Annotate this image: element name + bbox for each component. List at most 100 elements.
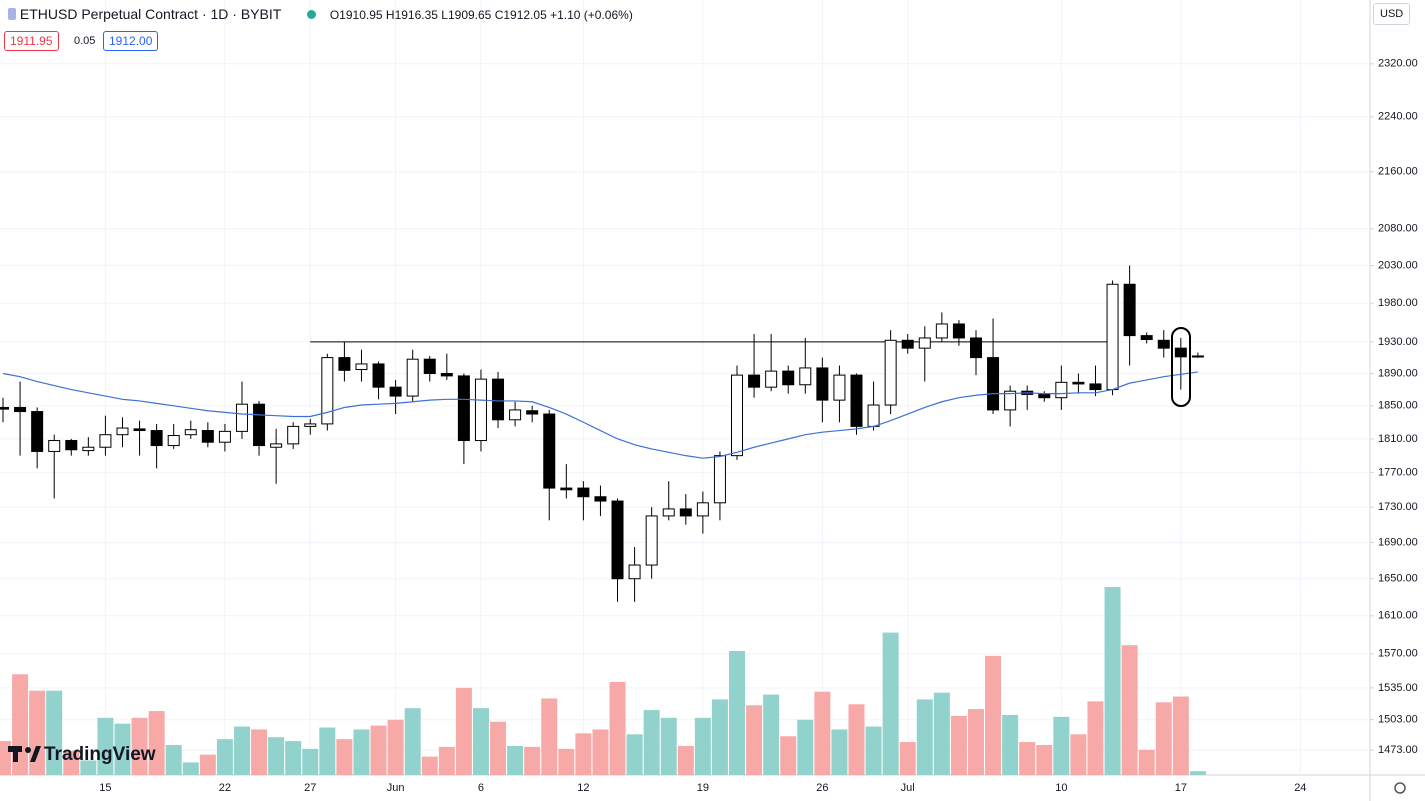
candle-body bbox=[287, 425, 300, 445]
candle-body bbox=[1089, 383, 1102, 391]
candle-body bbox=[235, 403, 248, 432]
y-tick-label: 1503.00 bbox=[1378, 714, 1418, 726]
candle-body bbox=[321, 357, 334, 425]
y-tick-label: 1570.00 bbox=[1378, 648, 1418, 660]
volume-bar bbox=[455, 687, 472, 775]
candle-body bbox=[116, 427, 129, 436]
x-tick-label: 17 bbox=[1175, 782, 1187, 794]
volume-bar bbox=[763, 694, 780, 775]
volume-bar bbox=[114, 723, 131, 775]
x-tick-label: 15 bbox=[99, 782, 111, 794]
volume-bar bbox=[592, 729, 609, 775]
candle-body bbox=[526, 410, 539, 415]
volume-bar bbox=[29, 690, 46, 775]
volume-bar bbox=[1002, 714, 1019, 775]
settings-icon[interactable] bbox=[1394, 782, 1406, 794]
candle-body bbox=[218, 430, 231, 443]
volume-bar bbox=[490, 721, 507, 775]
volume-bar bbox=[848, 704, 865, 775]
volume-bar bbox=[694, 717, 711, 775]
candle-body bbox=[679, 508, 692, 517]
volume-bar bbox=[916, 699, 933, 775]
currency-button[interactable]: USD bbox=[1373, 3, 1411, 25]
candle-body bbox=[901, 339, 914, 349]
candle-body bbox=[150, 430, 163, 447]
volume-bar bbox=[1087, 701, 1104, 775]
volume-bar bbox=[387, 719, 404, 775]
y-tick-label: 1980.00 bbox=[1378, 297, 1418, 309]
candle-body bbox=[952, 323, 965, 339]
volume-bar bbox=[370, 725, 387, 775]
candle-body bbox=[82, 446, 95, 452]
volume-bar bbox=[882, 632, 899, 775]
bid-button[interactable]: 1911.95 bbox=[4, 31, 59, 51]
volume-bar bbox=[131, 717, 148, 775]
volume-bar bbox=[1104, 587, 1121, 775]
candle-body bbox=[253, 403, 266, 447]
volume-bar bbox=[63, 750, 80, 775]
candle-layer bbox=[0, 265, 1204, 602]
candle-body bbox=[628, 564, 641, 580]
candle-body bbox=[65, 440, 78, 451]
grid bbox=[0, 0, 1370, 775]
volume-bar bbox=[985, 655, 1002, 775]
ohlc-open: O1910.95 bbox=[329, 8, 383, 22]
y-tick-label: 1890.00 bbox=[1378, 367, 1418, 379]
y-tick-label: 2320.00 bbox=[1378, 58, 1418, 70]
volume-bar bbox=[1053, 716, 1070, 775]
volume-bar bbox=[677, 745, 694, 775]
candle-body bbox=[731, 374, 744, 457]
volume-bar bbox=[97, 717, 114, 775]
candle-body bbox=[1055, 381, 1068, 399]
candle-body bbox=[99, 434, 112, 448]
volume-bar bbox=[319, 727, 336, 775]
y-tick-label: 1930.00 bbox=[1378, 336, 1418, 348]
volume-bar bbox=[660, 717, 677, 775]
symbol-header: ETHUSD Perpetual Contract · 1D · BYBIT O… bbox=[8, 6, 633, 22]
volume-bar bbox=[814, 691, 831, 775]
volume-bar bbox=[711, 699, 728, 775]
candle-body bbox=[935, 323, 948, 339]
candle-body bbox=[1157, 339, 1170, 349]
ask-button[interactable]: 1912.00 bbox=[103, 31, 159, 51]
y-tick-label: 1770.00 bbox=[1378, 467, 1418, 479]
ohlc-change: +1.10 (+0.06%) bbox=[550, 8, 633, 22]
x-tick-label: 19 bbox=[697, 782, 709, 794]
volume-bar bbox=[0, 741, 11, 775]
volume-bar bbox=[336, 739, 353, 775]
x-tick-label: Jul bbox=[901, 782, 915, 794]
volume-bar bbox=[421, 756, 438, 775]
volume-bar bbox=[472, 708, 489, 775]
volume-bar bbox=[302, 748, 319, 775]
x-tick-label: 26 bbox=[816, 782, 828, 794]
x-tick-label: 22 bbox=[219, 782, 231, 794]
volume-bar bbox=[46, 690, 63, 775]
candle-body bbox=[987, 357, 1000, 411]
candle-body bbox=[474, 378, 487, 442]
y-tick-label: 1690.00 bbox=[1378, 536, 1418, 548]
ohlc-high: H1916.35 bbox=[385, 8, 438, 22]
candle-body bbox=[611, 500, 624, 580]
candle-body bbox=[543, 413, 556, 489]
moving-average bbox=[2, 371, 1198, 459]
candle-body bbox=[713, 455, 726, 504]
candle-body bbox=[270, 443, 283, 448]
y-tick-label: 1850.00 bbox=[1378, 400, 1418, 412]
volume-bar bbox=[780, 736, 797, 775]
highlight-oval bbox=[1171, 327, 1191, 407]
candle-body bbox=[816, 367, 829, 401]
candle-body bbox=[782, 370, 795, 386]
candle-body bbox=[850, 374, 863, 427]
candle-body bbox=[0, 406, 9, 410]
volume-bar bbox=[233, 726, 250, 775]
candle-body bbox=[594, 496, 607, 502]
candle-body bbox=[748, 374, 761, 388]
volume-bar bbox=[251, 729, 268, 775]
y-tick-label: 2030.00 bbox=[1378, 259, 1418, 271]
candle-body bbox=[662, 508, 675, 517]
x-tick-label: 27 bbox=[304, 782, 316, 794]
volume-bar bbox=[746, 705, 763, 775]
candle-body bbox=[1004, 390, 1017, 411]
candle-body bbox=[184, 429, 197, 436]
